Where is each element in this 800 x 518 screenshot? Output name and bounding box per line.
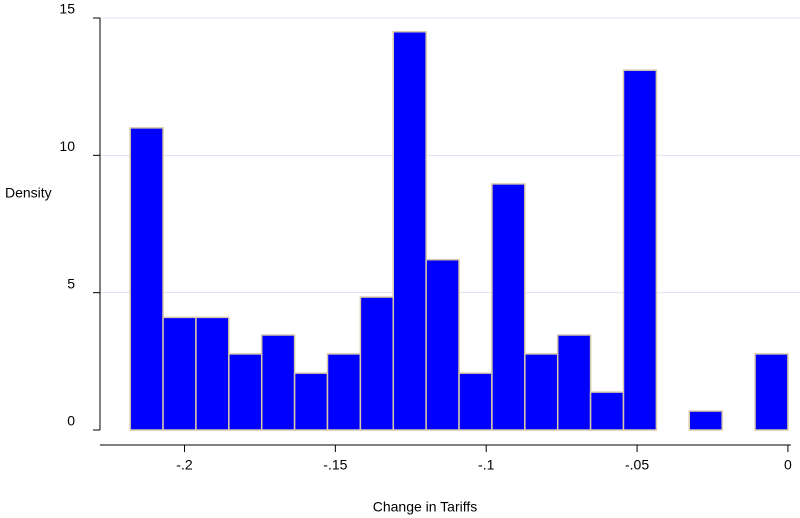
bar bbox=[359, 296, 395, 431]
bar bbox=[688, 410, 723, 431]
bar bbox=[326, 353, 362, 431]
y-tick-label: 15 bbox=[59, 1, 75, 17]
x-axis-label: Change in Tariffs bbox=[373, 499, 478, 515]
bar bbox=[162, 316, 197, 431]
bar bbox=[228, 353, 263, 431]
bar bbox=[260, 334, 296, 431]
y-axis-label: Density bbox=[5, 185, 52, 201]
bar bbox=[293, 372, 329, 431]
bar bbox=[425, 258, 460, 431]
bar bbox=[622, 69, 658, 431]
y-tick-label: 5 bbox=[67, 275, 75, 291]
x-tick-label: -.2 bbox=[176, 457, 193, 473]
bar bbox=[524, 353, 559, 431]
x-tick-label: 0 bbox=[784, 457, 792, 473]
y-tick-label: 0 bbox=[67, 413, 75, 429]
bar bbox=[129, 127, 164, 431]
bar bbox=[556, 334, 592, 431]
bar bbox=[754, 353, 789, 431]
x-tick-label: -.1 bbox=[478, 457, 495, 473]
x-tick-label: -.05 bbox=[625, 457, 649, 473]
x-tick-label: -.15 bbox=[323, 457, 347, 473]
y-tick-label: 10 bbox=[59, 138, 75, 154]
bar bbox=[491, 183, 526, 431]
bar bbox=[589, 391, 625, 431]
bar bbox=[392, 30, 427, 431]
bar bbox=[458, 372, 493, 431]
bar bbox=[195, 316, 230, 431]
